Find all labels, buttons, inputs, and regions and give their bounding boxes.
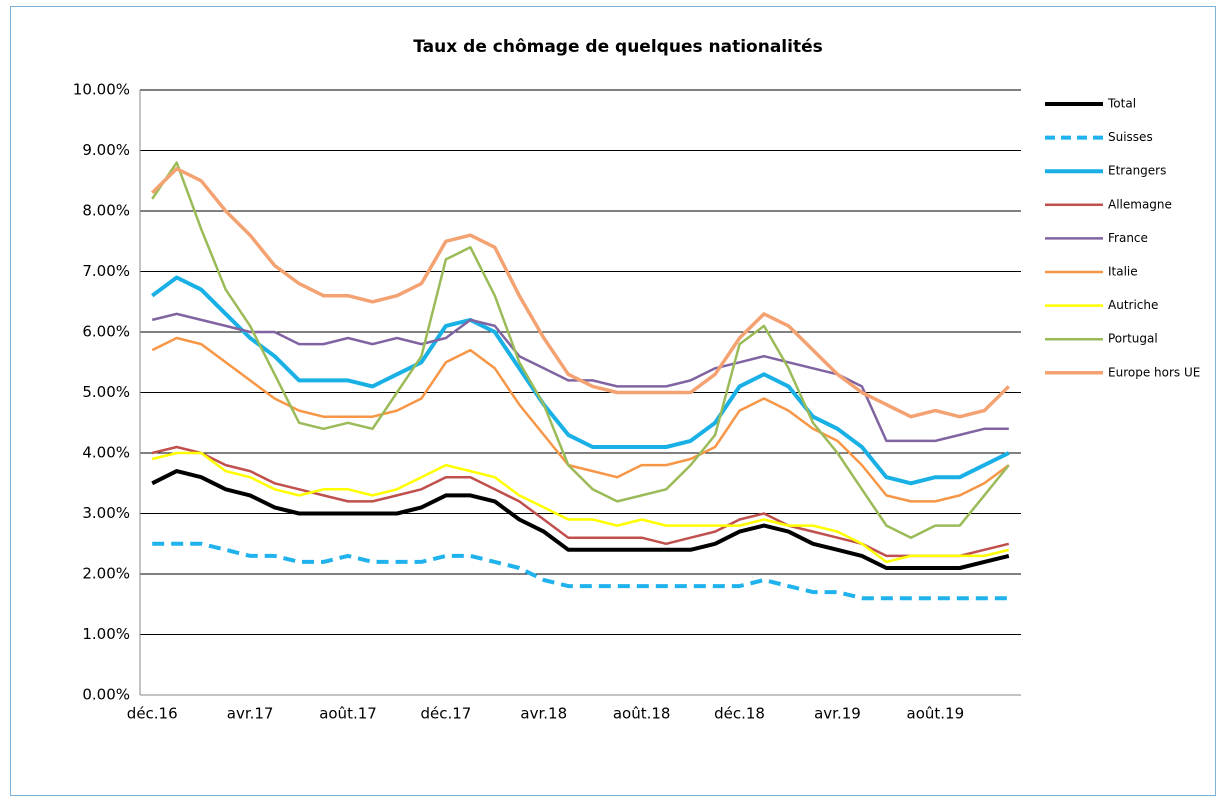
legend-label: Total: [1107, 97, 1136, 111]
y-tick-label: 2.00%: [82, 565, 130, 583]
x-tick-label: août.18: [613, 705, 671, 723]
legend-label: Allemagne: [1108, 197, 1172, 211]
y-tick-label: 4.00%: [82, 444, 130, 462]
y-tick-label: 7.00%: [82, 262, 130, 280]
y-tick-label: 0.00%: [82, 686, 130, 704]
legend-label: Portugal: [1108, 332, 1158, 346]
series-line: [151, 469, 1010, 570]
x-tick-label: déc.18: [714, 705, 765, 723]
x-tick-label: août.19: [907, 705, 965, 723]
y-tick-label: 9.00%: [82, 141, 130, 159]
series-line: [151, 275, 1010, 486]
legend-label: Italie: [1108, 265, 1138, 279]
legend-label: France: [1108, 231, 1148, 245]
y-tick-label: 1.00%: [82, 625, 130, 643]
series-line: [151, 336, 1010, 503]
series-line: [150, 166, 1011, 419]
legend-label: Europe hors UE: [1108, 365, 1200, 379]
chart-title: Taux de chômage de quelques nationalités: [413, 37, 822, 57]
y-tick-label: 6.00%: [82, 323, 130, 341]
x-tick-label: déc.16: [127, 705, 178, 723]
x-tick-label: avr.18: [520, 705, 567, 723]
chart-frame: [10, 6, 1216, 796]
legend-label: Etrangers: [1108, 164, 1166, 178]
x-tick-label: avr.19: [814, 705, 861, 723]
series-line: [151, 451, 1010, 564]
y-tick-label: 8.00%: [82, 202, 130, 220]
series-line: [152, 541, 1009, 601]
y-tick-label: 5.00%: [82, 383, 130, 401]
y-tick-label: 3.00%: [82, 504, 130, 522]
x-tick-label: avr.17: [227, 705, 274, 723]
x-tick-label: août.17: [319, 705, 377, 723]
legend-label: Autriche: [1108, 298, 1158, 312]
legend-label: Suisses: [1108, 130, 1153, 144]
x-tick-label: déc.17: [420, 705, 471, 723]
series-line: [151, 161, 1010, 539]
y-tick-label: 10.00%: [73, 81, 130, 99]
